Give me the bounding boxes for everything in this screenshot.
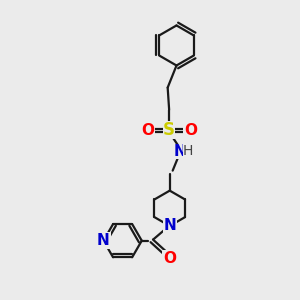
- Text: N: N: [164, 218, 176, 233]
- Text: N: N: [97, 233, 110, 248]
- Text: N: N: [174, 144, 186, 159]
- Text: H: H: [183, 145, 193, 158]
- Text: O: O: [141, 123, 154, 138]
- Text: O: O: [163, 251, 176, 266]
- Text: O: O: [184, 123, 197, 138]
- Text: S: S: [163, 121, 175, 139]
